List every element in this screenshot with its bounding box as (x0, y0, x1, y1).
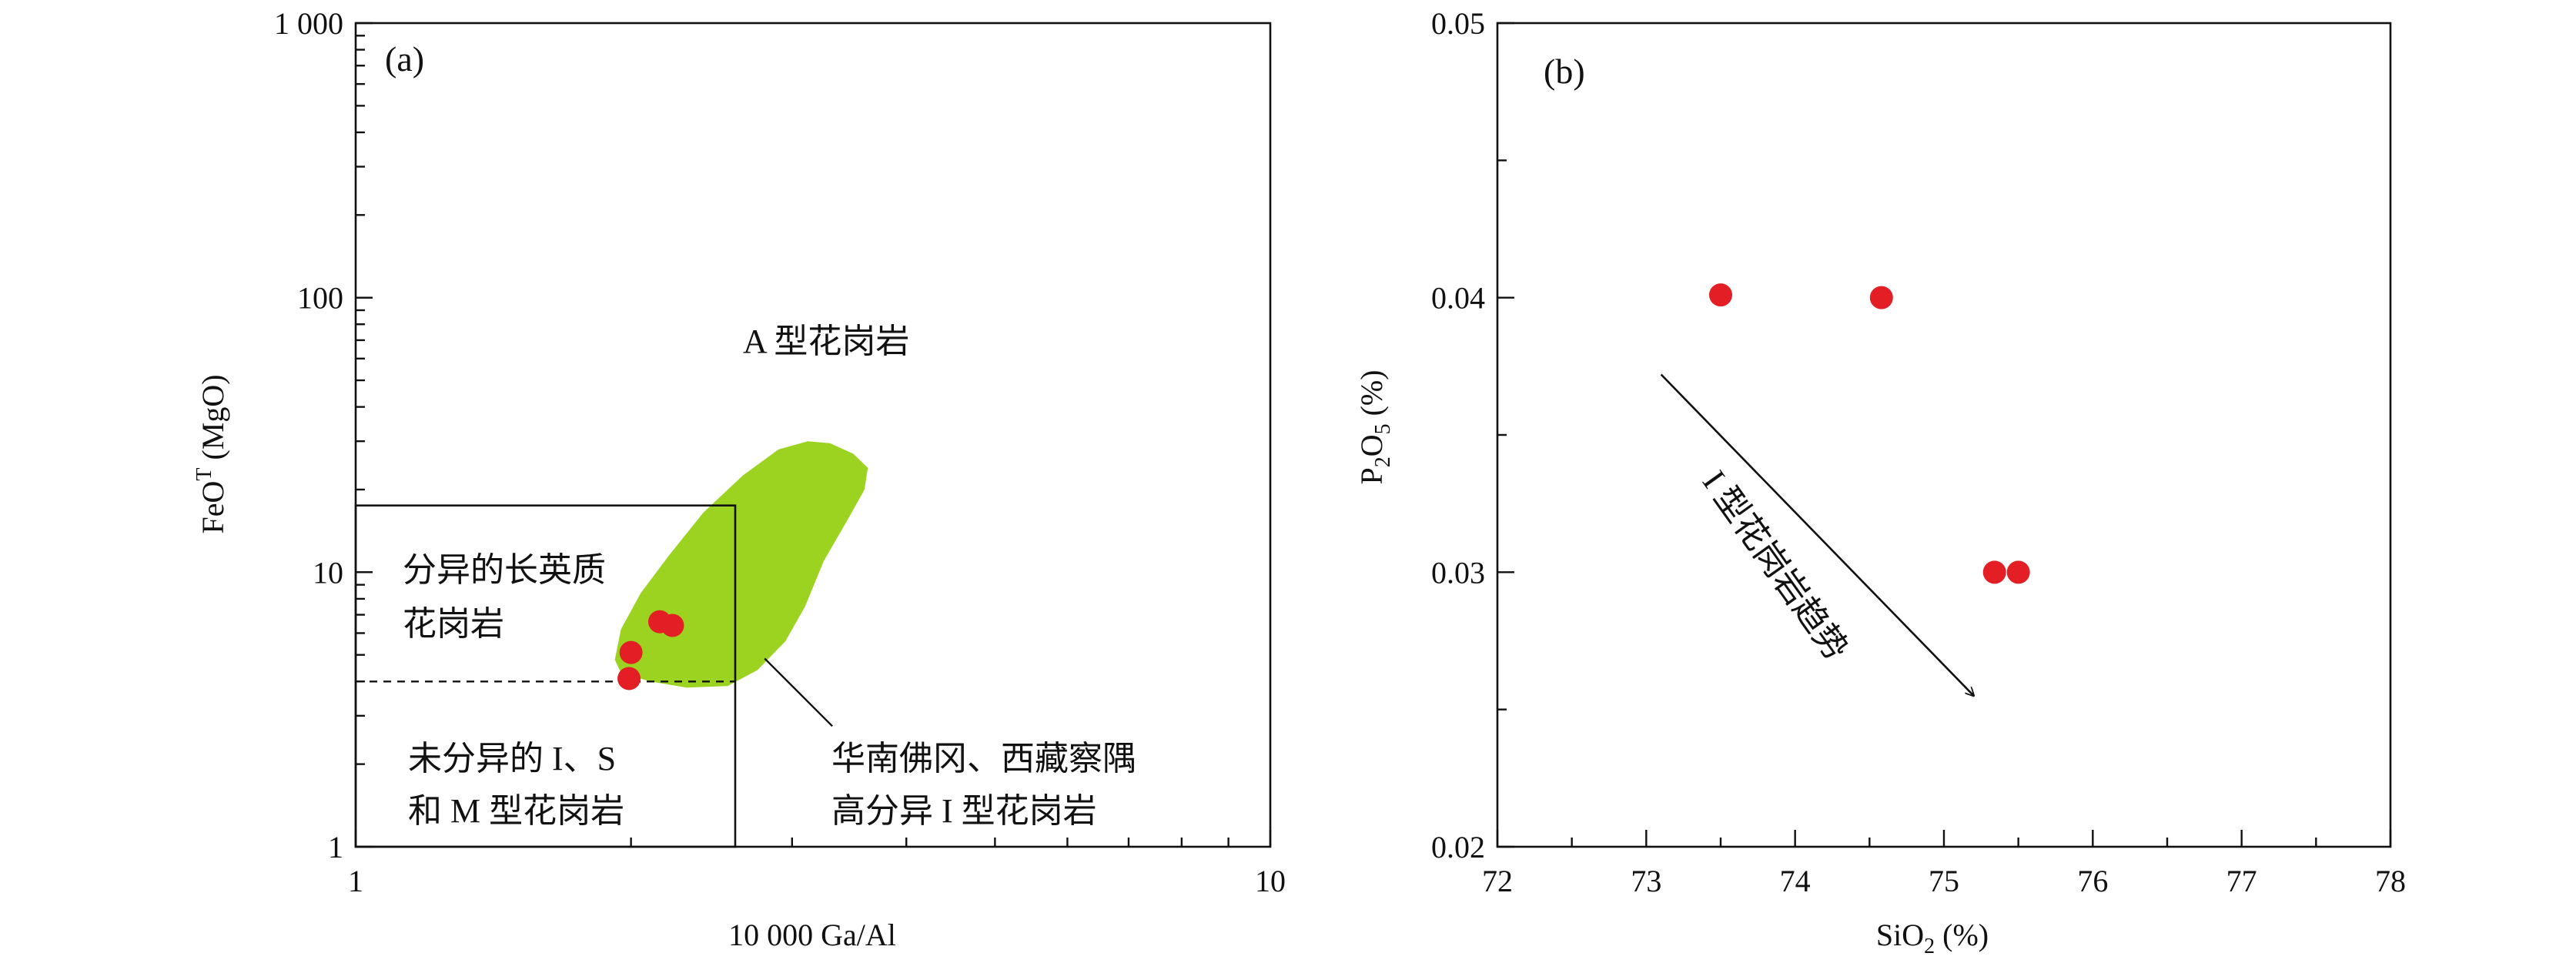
panel-a-x-tick-label: 10 (1255, 864, 1286, 898)
panel-a-x-tick-label: 1 (348, 864, 363, 898)
south-china-fractionated-i-type-field (614, 441, 868, 688)
panel-b-data-point (2006, 560, 2030, 584)
region-unfractionated-label-1: 未分异的 I、S (408, 740, 616, 777)
panel-a: 1 10 1 10 100 1 000 (a) A 型花岗岩 分异的长英质 花岗岩 未分异… (192, 6, 1286, 952)
panel-a-y-tick-label: 100 (297, 281, 343, 316)
region-fractionated-label-1: 分异的长英质 (403, 551, 606, 589)
panel-b-y-axis-title: P2O5 (%) (1354, 369, 1395, 484)
panel-a-y-tick-label: 10 (313, 555, 343, 590)
panel-b-ticks: 72 73 74 75 76 77 78 0.02 0.03 0.04 0.05 (1431, 6, 2406, 898)
panel-b-x-tick-label: 76 (2077, 864, 2108, 898)
panel-b-frame (1496, 22, 2392, 848)
panel-b-x-tick-label: 73 (1631, 864, 1661, 898)
region-south-china-label-1: 华南佛冈、西藏察隅 (831, 740, 1136, 777)
panel-a-y-tick-label: 1 (328, 830, 343, 864)
panel-b-x-tick-label: 78 (2375, 864, 2406, 898)
panel-b-y-tick-label: 0.04 (1431, 281, 1485, 316)
panel-b-label: (b) (1544, 52, 1585, 91)
panel-b-x-tick-label: 74 (1780, 864, 1811, 898)
region-unfractionated-label-2: 和 M 型花岗岩 (408, 792, 624, 830)
panel-b-points (1709, 283, 2030, 584)
panel-a-label: (a) (385, 39, 424, 79)
panel-b-data-point (1869, 286, 1893, 309)
panel-b-x-axis-title: SiO2 (%) (1876, 918, 1989, 958)
panel-b-y-tick-label: 0.03 (1431, 555, 1485, 590)
region-fractionated-label-2: 花岗岩 (403, 605, 504, 643)
panel-a-y-axis-title: FeOT (MgO) (192, 374, 230, 533)
panel-b-x-tick-label: 72 (1482, 864, 1513, 898)
leader-line (764, 657, 833, 727)
panel-b-data-point (1709, 283, 1732, 307)
panel-a-points (617, 610, 684, 690)
panel-b: 72 73 74 75 76 77 78 0.02 0.03 0.04 0.05 (b) I 型花岗… (1354, 6, 2406, 958)
panel-b-x-tick-label: 77 (2226, 864, 2257, 898)
panel-b-y-tick-label: 0.02 (1431, 830, 1485, 864)
i-type-trend-arrow (1660, 373, 1974, 696)
trend-label: I 型花岗岩趋势 (1695, 463, 1855, 667)
panel-a-frame (354, 22, 1272, 848)
region-a-type-label: A 型花岗岩 (743, 323, 909, 360)
panel-b-x-tick-label: 75 (1929, 864, 1959, 898)
panel-a-data-point (619, 640, 643, 664)
panel-a-data-point (617, 667, 641, 690)
panel-a-y-tick-label: 1 000 (274, 6, 343, 41)
panel-b-data-point (1982, 560, 2006, 584)
panel-a-x-axis-title: 10 000 Ga/Al (728, 918, 896, 952)
panel-b-y-tick-label: 0.05 (1431, 6, 1485, 41)
region-south-china-label-2: 高分异 I 型花岗岩 (831, 792, 1097, 830)
panel-a-data-point (661, 614, 684, 637)
